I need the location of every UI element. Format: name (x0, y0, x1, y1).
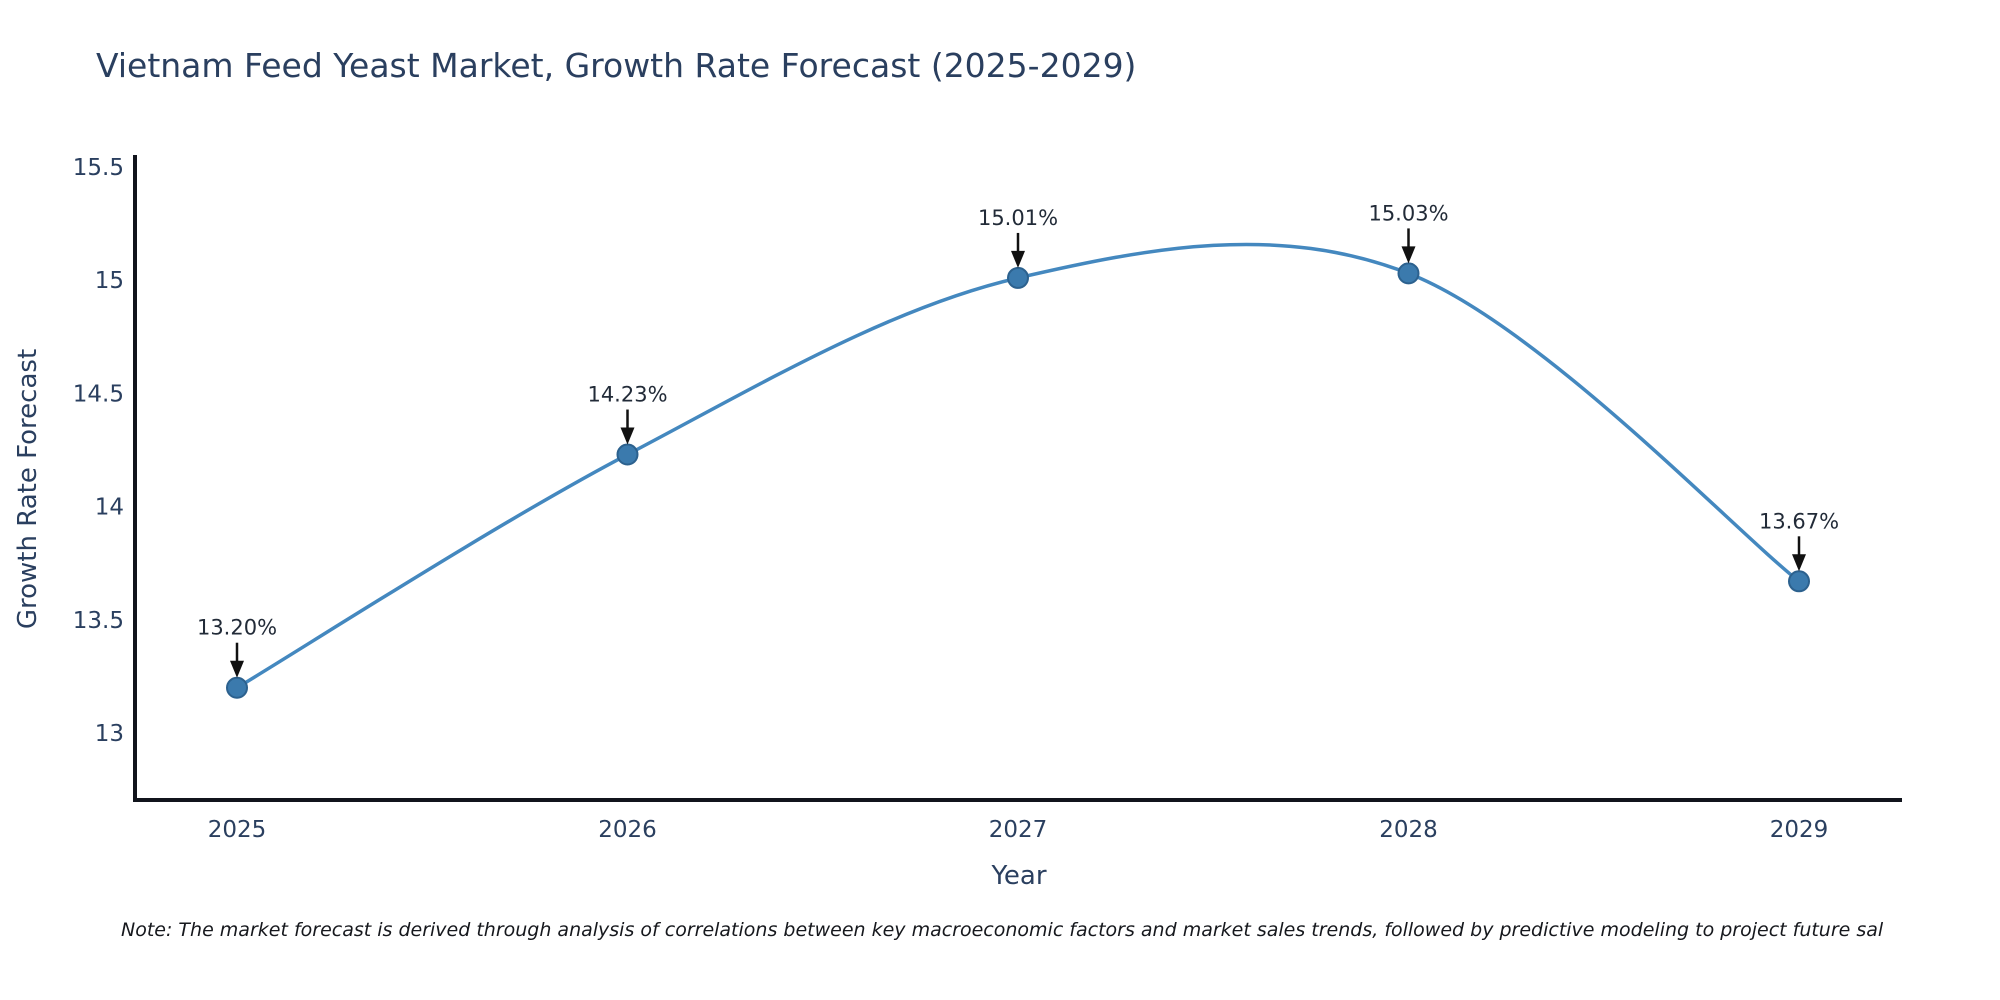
x-tick-label: 2028 (1379, 817, 1438, 843)
y-tick-label: 15.5 (73, 155, 124, 181)
data-point-marker (616, 443, 639, 466)
annotation-arrowhead (1011, 250, 1025, 268)
y-tick-label: 13 (95, 721, 124, 747)
annotation-label: 13.20% (197, 616, 277, 640)
data-point-marker (226, 676, 248, 699)
y-axis-title: Growth Rate Forecast (13, 349, 43, 629)
annotation-label: 14.23% (587, 383, 667, 407)
annotation-label: 15.01% (978, 206, 1058, 230)
x-tick-label: 2027 (989, 817, 1048, 843)
x-tick-label: 2029 (1770, 817, 1829, 843)
annotation-label: 13.67% (1759, 509, 1839, 533)
data-point-marker (1397, 262, 1420, 285)
annotation-label: 15.03% (1368, 201, 1448, 225)
y-tick-label: 14.5 (73, 381, 124, 407)
y-tick-label: 15 (95, 268, 124, 294)
y-tick-label: 13.5 (73, 608, 124, 634)
chart-title: Vietnam Feed Yeast Market, Growth Rate F… (96, 46, 1137, 85)
x-tick-label: 2025 (208, 817, 267, 843)
footnote: Note: The market forecast is derived thr… (121, 919, 1884, 941)
annotation-arrowhead (230, 660, 244, 678)
series-line (235, 242, 1801, 690)
annotation-arrowhead (1792, 554, 1806, 572)
x-axis-title: Year (990, 861, 1046, 891)
data-point-marker (1788, 570, 1810, 593)
annotation-arrowhead (620, 427, 635, 445)
x-tick-label: 2026 (598, 817, 657, 843)
annotation-arrowhead (1401, 246, 1416, 264)
data-point-marker (1007, 266, 1029, 289)
y-tick-label: 14 (95, 495, 124, 521)
